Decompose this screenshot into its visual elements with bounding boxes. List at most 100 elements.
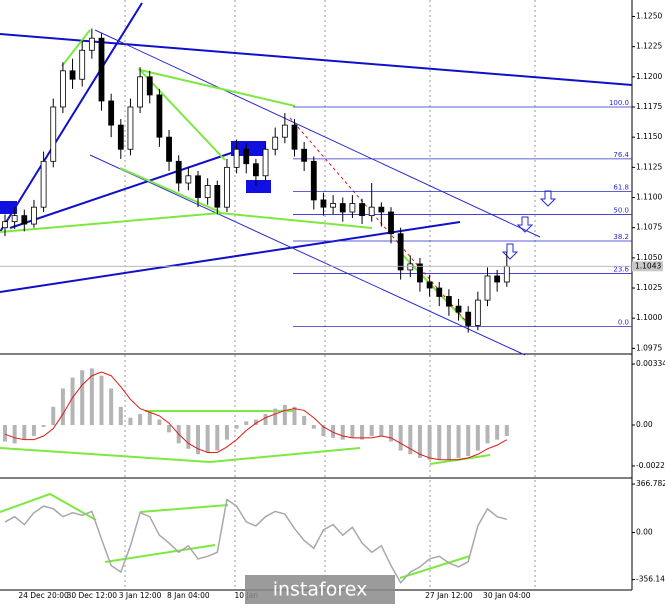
fib-label: 0.0 [618,319,629,327]
candle-body [503,265,510,283]
histogram-bar [138,414,143,426]
divergence-line [61,29,91,67]
histogram-bar [234,425,239,429]
candle-body [359,203,365,217]
trend-line [0,221,461,293]
candle-body [185,175,192,184]
watermark: instaforex [273,579,368,601]
candle-body [417,263,423,283]
indicator-line [4,498,507,584]
candle-body [214,185,221,208]
trend-line [0,33,633,86]
histogram-bar [60,388,65,426]
x-tick-label: 3 Jan 12:00 [119,591,162,600]
histogram-bar [360,425,365,440]
histogram-bar [186,425,191,449]
y-tick-label: -0.00224 [636,461,665,470]
histogram-bar [31,425,36,436]
histogram-bar [128,417,133,426]
fib-label: 50.0 [613,206,629,214]
divergence-line [139,504,229,513]
candle-body [11,215,18,223]
divergence-line [0,211,373,233]
histogram-bar [147,412,152,426]
histogram-bar [157,419,162,426]
histogram-bar [22,425,27,440]
histogram-bar [51,406,56,426]
candle-body [40,160,47,208]
channel-line [89,154,526,356]
histogram-bar [417,425,422,458]
candle-body [233,148,240,168]
x-tick-label: 8 Jan 04:00 [167,591,210,600]
candle-body [445,296,452,307]
candle-body [330,203,337,208]
histogram-bar [446,425,451,460]
y-tick-label: -356.145 [636,575,665,584]
y-tick-label: 1.1050 [636,253,662,262]
fib-label: 100.0 [609,99,629,107]
histogram-bar [109,388,114,426]
divergence-line [104,544,216,563]
candle-body [368,206,375,217]
candle-body [301,148,308,162]
candle-body [436,287,443,297]
watermark-box [245,575,395,604]
histogram-bar [12,425,17,444]
y-tick-label: 1.1225 [636,42,662,51]
candle-body [310,160,317,201]
histogram-bar [350,425,355,438]
candle-body [21,215,28,225]
x-tick-label: 30 Jan 04:00 [483,591,531,600]
histogram-bar [466,425,471,457]
fib-label: 38.2 [613,233,629,241]
y-tick-label: 1.1150 [636,132,662,141]
candle-body [465,311,472,326]
x-tick-label: 30 Dec 12:00 [67,591,118,600]
y-tick-label: 1.1025 [636,283,662,292]
candle-body [397,233,404,271]
histogram-bar [253,419,258,426]
candle-body [349,203,356,213]
arrow [516,216,534,233]
candle-body [339,203,346,213]
candle-body [426,281,433,289]
histogram-bar [282,404,287,426]
fib-label: 23.6 [613,266,629,274]
histogram-bar [118,406,123,426]
histogram-bar [3,425,7,442]
histogram-bar [379,425,384,436]
histogram-bar [196,425,200,455]
histogram-bar [475,425,480,451]
histogram-bar [167,425,172,433]
candle-body [204,185,211,198]
fib-label: 76.4 [613,151,629,159]
candle-body [108,100,115,126]
histogram-bar [408,425,413,455]
candle-body [378,206,385,213]
trend-line [9,149,241,229]
histogram-bar [99,375,104,426]
histogram-bar [398,425,403,451]
histogram-bar [89,368,94,426]
histogram-bar [70,377,75,426]
divergence-line [119,167,221,213]
candle-body [388,211,394,235]
candle-body [98,37,105,102]
histogram-bar [369,425,374,436]
histogram-bar [292,406,297,426]
histogram-bar [302,415,307,426]
zone-marker [246,180,271,193]
candle-body [224,166,230,208]
histogram-bar [205,425,210,453]
histogram-bar [224,425,229,440]
histogram-bar [215,425,220,451]
histogram-bar [273,408,278,426]
histogram-bar [244,421,249,426]
y-tick-label: 1.1100 [636,193,662,202]
x-tick-label: 27 Jan 12:00 [425,591,473,600]
candle-body [281,124,288,138]
candle-body [50,106,57,162]
candle-body [272,136,279,150]
